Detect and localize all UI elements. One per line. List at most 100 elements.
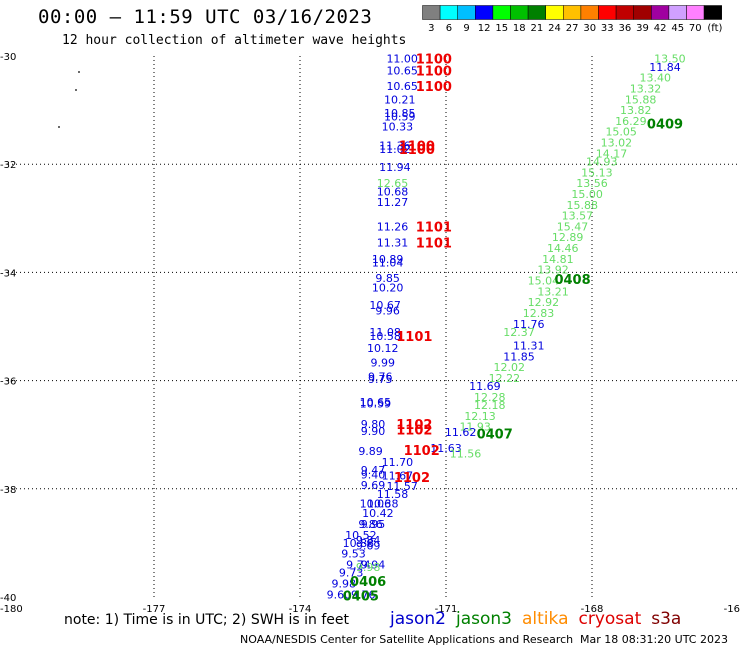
wave-height-value: 10.85 (384, 107, 416, 120)
wave-height-value: 9.80 (361, 418, 386, 431)
pass-time-label: 1100 (399, 143, 435, 158)
wave-height-value: 12.83 (523, 307, 555, 320)
pass-time-label: 1101 (396, 330, 432, 345)
wave-height-value: 14.17 (596, 147, 628, 160)
wave-height-value: 10.59 (384, 111, 416, 124)
legend-jason3: jason3 (456, 609, 512, 629)
wave-height-value: 9.40 (361, 469, 386, 482)
pass-time-label: 1102 (404, 444, 440, 459)
land-dot (75, 89, 77, 91)
wave-height-value: 11.26 (377, 220, 409, 233)
pass-time-label: 0409 (647, 118, 683, 133)
colorbar-label: 12 (478, 23, 491, 34)
wave-height-value: 15.47 (557, 220, 589, 233)
wave-height-value: 14.81 (542, 253, 574, 266)
wave-height-value: 15.00 (571, 188, 603, 201)
wave-height-value: 10.67 (369, 299, 401, 312)
wave-height-value: 9.75 (368, 373, 393, 386)
wave-height-value: 9.69 (361, 479, 386, 492)
x-tick-label: -171 (435, 604, 458, 615)
wave-height-value: 9.53 (341, 548, 366, 561)
wave-height-value: 10.52 (345, 529, 377, 542)
wave-height-value: 12.65 (377, 177, 409, 190)
wave-height-value: 15.88 (625, 93, 657, 106)
wave-height-value: 13.32 (630, 82, 662, 95)
wave-height-value: 12.02 (494, 361, 526, 374)
color-scale-bar: 3 6 9 12 15 18 21 24 27 30 33 36 39 42 45 70 (ft) (422, 5, 723, 34)
wave-height-value: 16.29 (615, 115, 647, 128)
pass-time-label: 0407 (477, 428, 513, 443)
wave-height-value: 9.74 (346, 559, 371, 572)
wave-height-value: 9.86 (358, 518, 383, 531)
colorbar-label: 15 (495, 23, 508, 34)
wave-height-value: 12.22 (489, 372, 521, 385)
wave-height-value: 11.27 (377, 196, 409, 209)
colorbar-swatch (703, 5, 722, 20)
wave-height-value: 11.31 (513, 339, 545, 352)
wave-height-value: 11.85 (503, 350, 535, 363)
wave-height-value: 9.98 (356, 561, 381, 574)
land-dot (78, 71, 80, 73)
y-tick-label: -38 (0, 485, 16, 496)
colorbar-label: 42 (654, 23, 667, 34)
pass-time-label: 1101 (416, 220, 452, 235)
pass-time-label: 0405 (343, 589, 379, 604)
wave-height-value: 10.65 (386, 80, 418, 93)
wave-height-value: 13.56 (576, 177, 608, 190)
wave-height-value: 11.36 (379, 139, 411, 152)
pass-time-label: 1102 (396, 418, 432, 433)
wave-height-value: 11.02 (379, 143, 411, 156)
wave-height-value: 9.76 (351, 588, 376, 601)
legend-cryosat: cryosat (578, 609, 642, 629)
wave-height-value: 11.00 (386, 53, 418, 66)
pass-time-label: 1102 (394, 471, 430, 486)
wave-height-value: 13.92 (537, 264, 569, 277)
wave-height-value: 13.57 (562, 210, 594, 223)
x-tick-label: -177 (143, 604, 166, 615)
satellite-legend: jason2 jason3 altika cryosat s3a (390, 609, 691, 629)
x-tick-label: -180 (0, 604, 23, 615)
x-tick-label: -168 (581, 604, 604, 615)
legend-jason2: jason2 (390, 609, 446, 629)
wave-height-value: 13.02 (601, 137, 633, 150)
wave-height-value: 15.88 (567, 199, 599, 212)
wave-height-value: 9.76 (368, 370, 393, 383)
wave-height-value: 13.40 (640, 72, 672, 85)
wave-height-value: 11.04 (372, 257, 404, 270)
colorbar-label: 30 (583, 23, 596, 34)
wave-height-value: 11.08 (369, 326, 401, 339)
page-subtitle: 12 hour collection of altimeter wave hei… (62, 33, 407, 48)
y-tick-label: -34 (0, 268, 16, 279)
wave-height-value: 12.37 (503, 326, 535, 339)
wave-height-value: 10.65 (360, 396, 392, 409)
wave-height-value: 11.56 (450, 448, 482, 461)
colorbar-label: 18 (513, 23, 526, 34)
pass-time-label: 0408 (554, 273, 590, 288)
colorbar-label: (ft) (707, 23, 722, 34)
pass-time-label: 0406 (350, 575, 386, 590)
wave-height-value: 9.73 (339, 567, 364, 580)
wave-height-value: 11.69 (469, 380, 501, 393)
wave-height-value: 12.13 (464, 410, 496, 423)
units-note: note: 1) Time is in UTC; 2) SWH is in fe… (64, 612, 350, 628)
colorbar-label: 3 (428, 23, 434, 34)
wave-height-value: 10.42 (362, 507, 394, 520)
wave-height-value: 13.82 (620, 104, 652, 117)
wave-height-value: 9.84 (356, 534, 381, 547)
pass-time-label: 1101 (416, 237, 452, 252)
colorbar-label: 27 (566, 23, 579, 34)
wave-height-value: 10.68 (377, 185, 409, 198)
x-tick-label: -16 (724, 604, 740, 615)
wave-height-value: 10.06 (360, 497, 392, 510)
colorbar-label: 6 (446, 23, 452, 34)
legend-s3a: s3a (651, 609, 682, 629)
wave-height-value: 10.20 (372, 282, 404, 295)
wave-height-value: 9.47 (361, 464, 386, 477)
wave-height-value: 12.89 (552, 231, 584, 244)
wave-height-value: 13.50 (654, 53, 686, 66)
colorbar-label: 36 (619, 23, 632, 34)
wave-height-value: 12.92 (528, 296, 560, 309)
colorbar-label: 21 (531, 23, 544, 34)
colorbar-label: 24 (548, 23, 561, 34)
